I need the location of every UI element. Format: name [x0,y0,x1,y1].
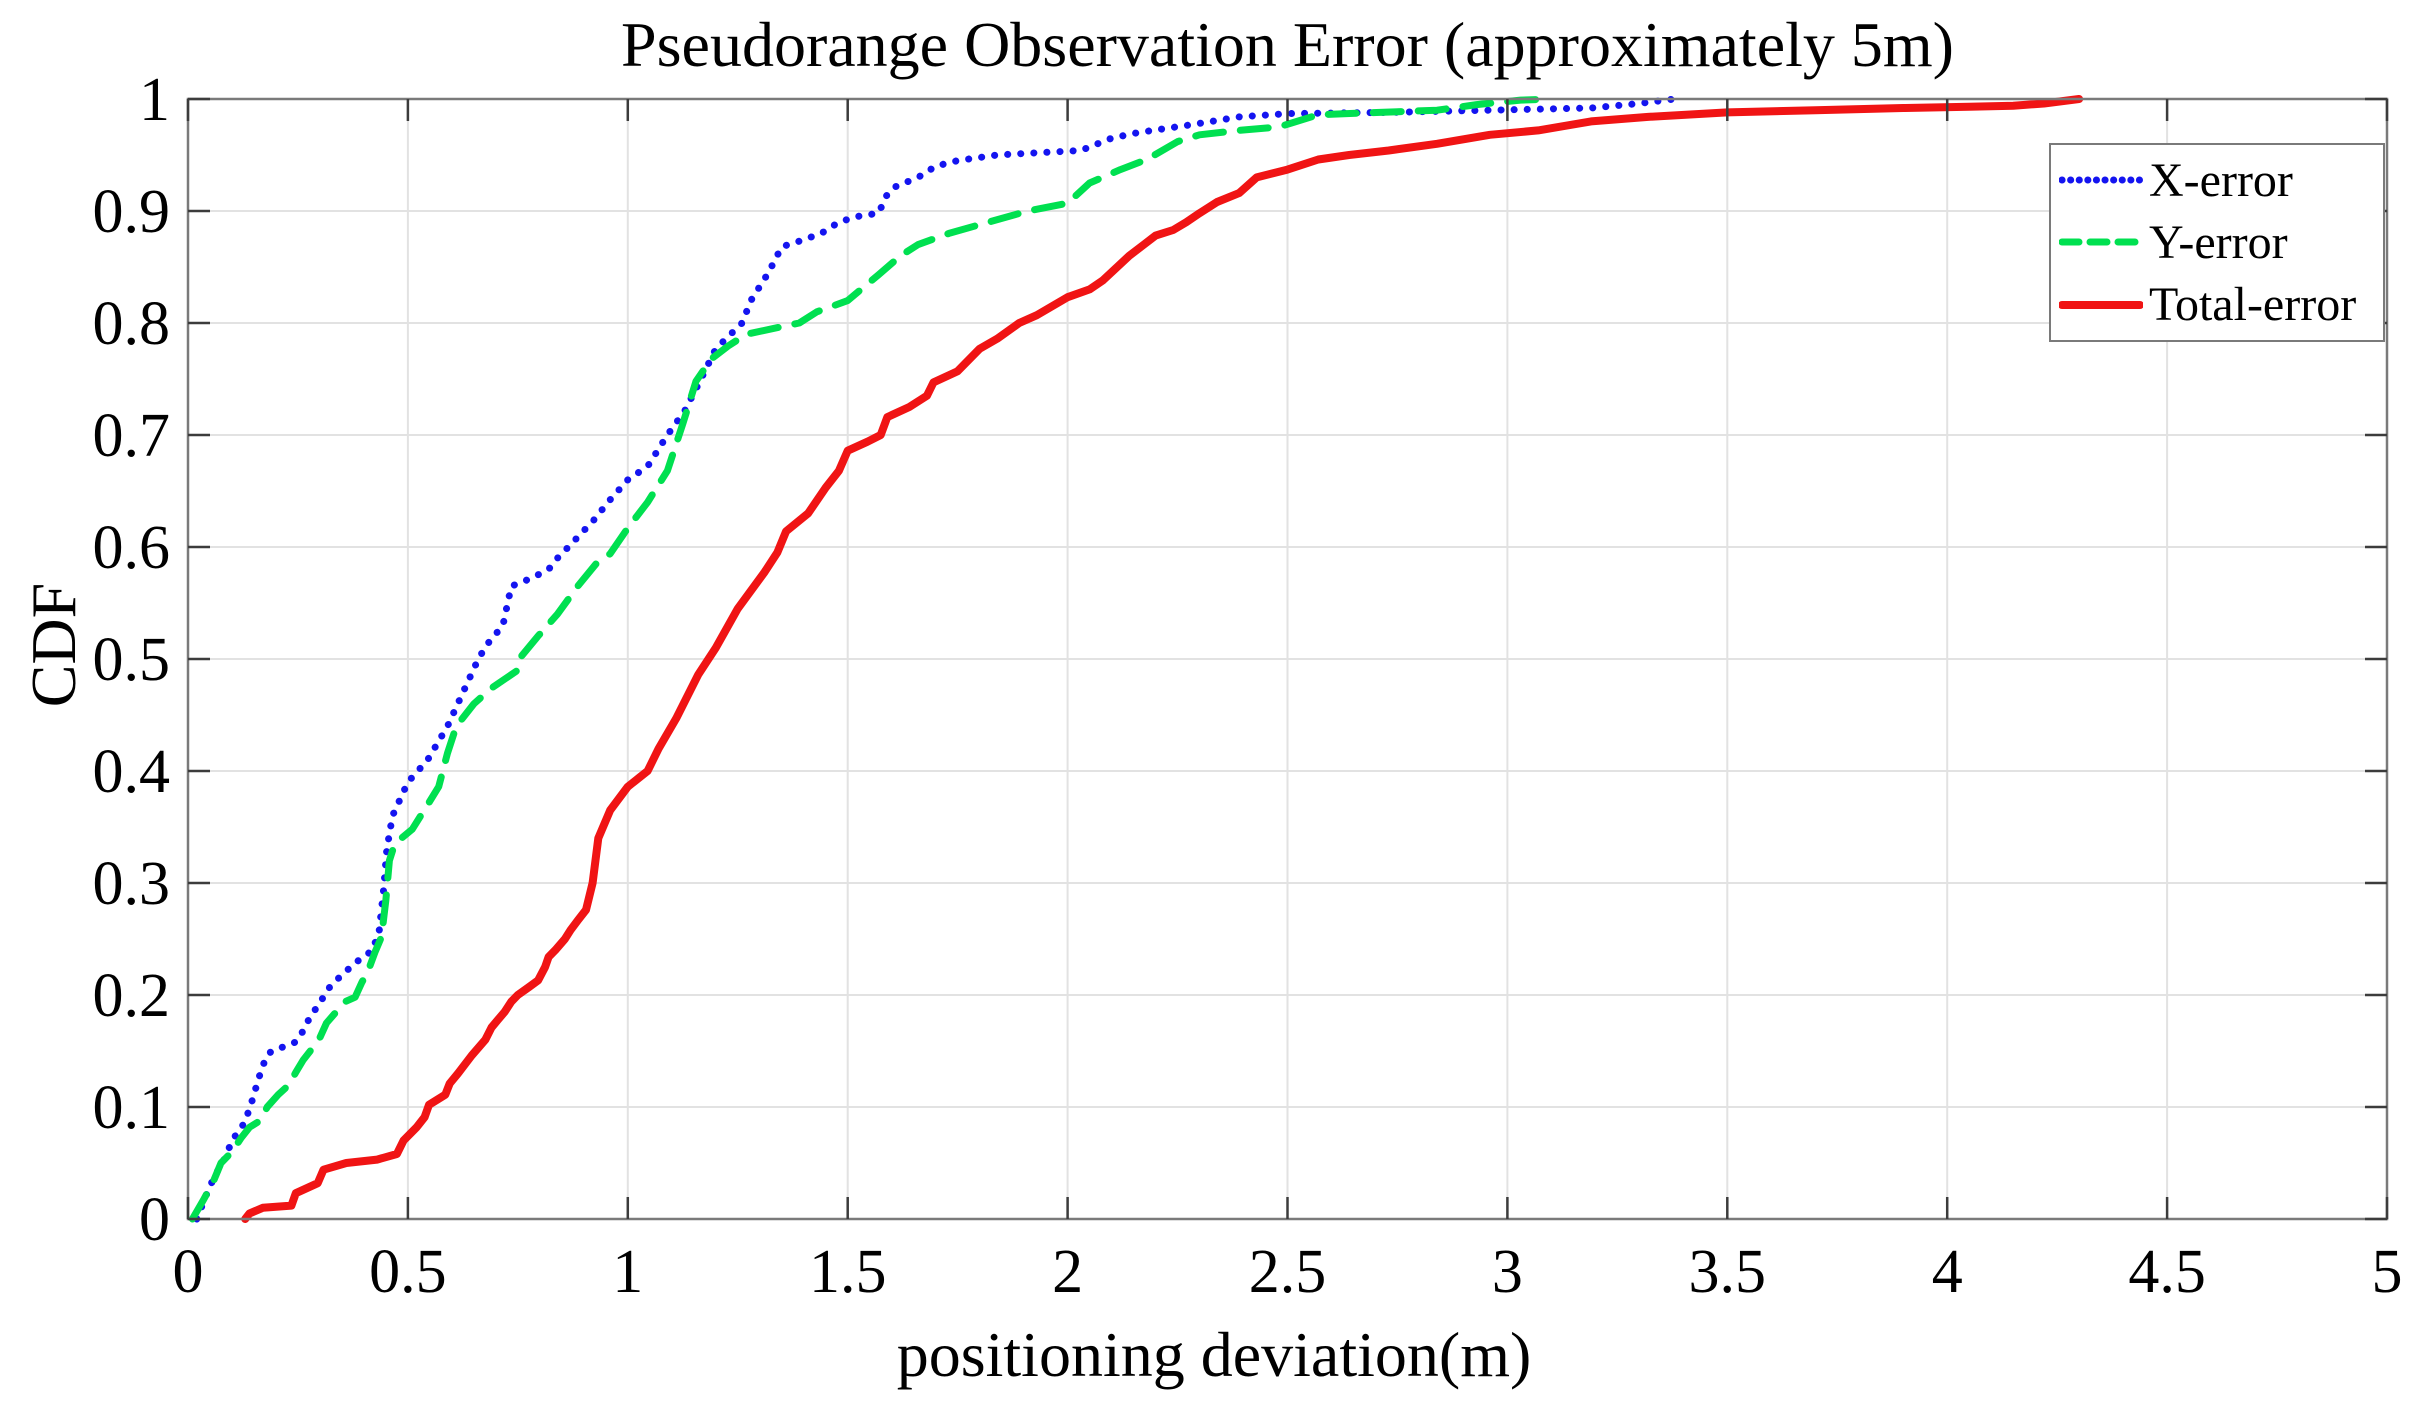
x-tick-label: 2.5 [1249,1238,1327,1306]
legend-label: X-error [2149,153,2293,207]
y-tick-label: 0 [139,1186,170,1254]
y-tick-label: 1 [139,66,170,134]
x-tick-label: 2 [1052,1238,1083,1306]
legend-label: Total-error [2149,278,2357,332]
y-tick-label: 0.1 [93,1074,171,1142]
tick-labels: 0 0.5 1 1.5 2 2.5 3 3.5 4 4.5 5 0 0.1 0.2 0.3 0.4 0.5 0.6… [93,66,2403,1306]
series-line-total-error [241,95,2084,1223]
y-tick-label: 0.5 [93,626,171,694]
x-tick-label: 4 [1932,1238,1963,1306]
chart-title: Pseudorange Observation Error (approxima… [621,9,1954,80]
y-tick-label: 0.2 [93,962,171,1030]
legend: X-error Y-error Total-error [2049,143,2385,342]
x-tick-label: 0 [173,1238,204,1306]
total-error-line-sample-icon [2059,300,2143,309]
x-error-line-sample-icon [2059,176,2143,184]
x-tick-label: 1.5 [809,1238,887,1306]
legend-item-y-error: Y-error [2059,215,2383,270]
x-tick-label: 5 [2372,1238,2403,1306]
y-error-line-sample-icon [2059,238,2143,246]
x-tick-label: 0.5 [369,1238,447,1306]
y-tick-label: 0.7 [93,402,171,470]
legend-label: Y-error [2149,215,2288,269]
series-line-y-error [188,95,1555,1223]
y-axis-label: CDF [18,582,89,708]
legend-item-total-error: Total-error [2059,277,2383,332]
x-tick-label: 1 [612,1238,643,1306]
y-tick-label: 0.9 [93,178,171,246]
y-tick-label: 0.4 [93,738,171,806]
y-tick-label: 0.8 [93,290,171,358]
x-tick-label: 3 [1492,1238,1523,1306]
legend-item-x-error: X-error [2059,153,2383,208]
x-tick-label: 4.5 [2128,1238,2206,1306]
y-tick-label: 0.6 [93,514,171,582]
x-axis-label: positioning deviation(m) [896,1319,1532,1390]
x-tick-label: 3.5 [1689,1238,1767,1306]
series-line-x-error [193,95,1678,1223]
y-tick-label: 0.3 [93,850,171,918]
